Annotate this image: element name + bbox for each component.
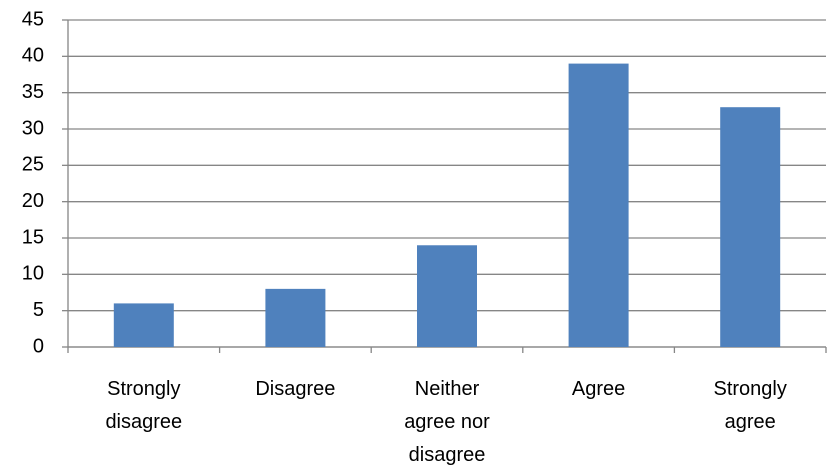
y-tick-label: 10 (22, 263, 44, 285)
y-tick-label: 20 (22, 190, 44, 212)
x-tick-label: Strongly agree (713, 378, 787, 433)
bar (417, 245, 477, 347)
x-tick-label: Agree (571, 378, 626, 400)
y-tick-label: 15 (22, 226, 44, 248)
x-tick-label: Disagree (255, 378, 336, 400)
x-tick-label: Strongly disagree (105, 378, 183, 433)
bar (265, 288, 326, 347)
y-tick-label: 25 (22, 154, 44, 176)
y-tick-label: 5 (33, 299, 44, 321)
bar (113, 303, 174, 347)
x-tick-label: Neither agree nor disagree (404, 378, 490, 466)
bar (720, 107, 781, 347)
y-tick-label: 40 (22, 45, 44, 67)
y-tick-label: 45 (22, 8, 44, 30)
y-tick-label: 30 (22, 117, 44, 139)
bar (568, 63, 629, 347)
y-tick-label: 0 (33, 335, 44, 357)
y-tick-label: 35 (22, 81, 44, 103)
